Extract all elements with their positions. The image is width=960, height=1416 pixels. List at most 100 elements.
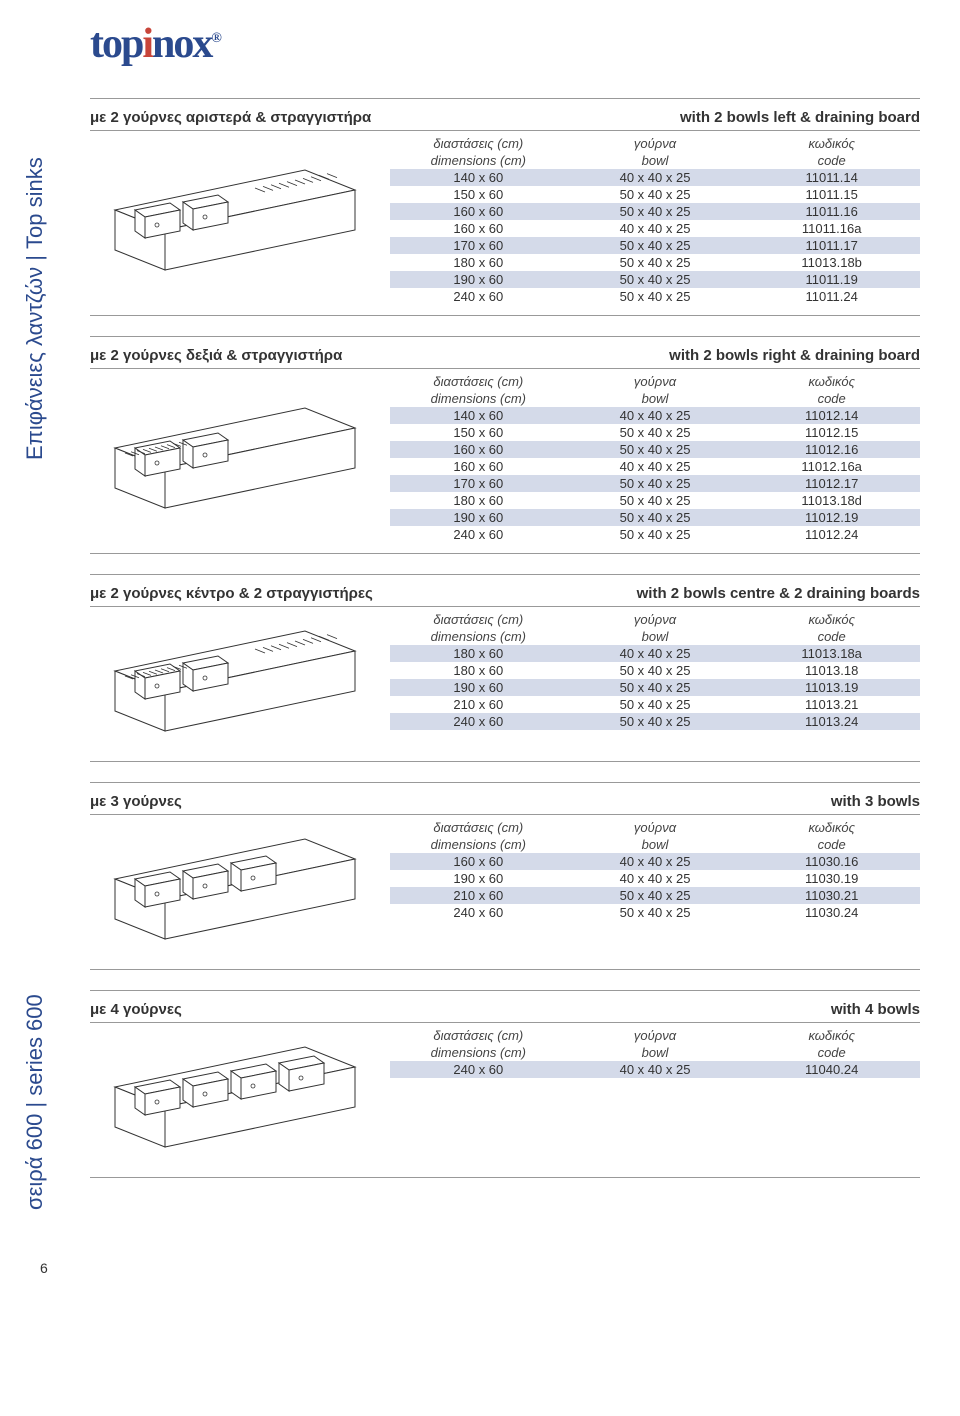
table-header: code xyxy=(743,152,920,169)
table-cell: 170 x 60 xyxy=(390,475,567,492)
table-cell: 50 x 40 x 25 xyxy=(567,475,744,492)
table-header: γούρνα xyxy=(567,1027,744,1044)
table-cell: 11030.24 xyxy=(743,904,920,921)
table-header: code xyxy=(743,1044,920,1061)
table-header: dimensions (cm) xyxy=(390,152,567,169)
table-cell: 190 x 60 xyxy=(390,679,567,696)
table-cell: 190 x 60 xyxy=(390,870,567,887)
table-cell: 50 x 40 x 25 xyxy=(567,526,744,543)
table-row: 240 x 6050 x 40 x 2511030.24 xyxy=(390,904,920,921)
table-cell: 11013.18b xyxy=(743,254,920,271)
logo-pre: top xyxy=(90,21,142,67)
table-cell: 11011.17 xyxy=(743,237,920,254)
logo-red: i xyxy=(142,21,152,67)
table-row: 210 x 6050 x 40 x 2511030.21 xyxy=(390,887,920,904)
table-cell: 11013.18a xyxy=(743,645,920,662)
table-header: bowl xyxy=(567,1044,744,1061)
sink-illustration-2 xyxy=(90,611,380,751)
table-row: 170 x 6050 x 40 x 2511012.17 xyxy=(390,475,920,492)
table-cell: 11012.19 xyxy=(743,509,920,526)
section-title-left: με 2 γούρνες αριστερά & στραγγιστήρα xyxy=(90,109,371,126)
table-header: code xyxy=(743,390,920,407)
table-header: bowl xyxy=(567,152,744,169)
section-title-right: with 3 bowls xyxy=(831,793,920,810)
section-title-left: με 4 γούρνες xyxy=(90,1001,182,1018)
table-cell: 40 x 40 x 25 xyxy=(567,645,744,662)
logo: topinox® xyxy=(90,20,920,68)
table-header: code xyxy=(743,628,920,645)
table-cell: 160 x 60 xyxy=(390,441,567,458)
table-cell: 210 x 60 xyxy=(390,887,567,904)
table-header: dimensions (cm) xyxy=(390,628,567,645)
table-cell: 240 x 60 xyxy=(390,288,567,305)
table-cell: 160 x 60 xyxy=(390,853,567,870)
table-cell: 50 x 40 x 25 xyxy=(567,713,744,730)
table-cell: 11012.16 xyxy=(743,441,920,458)
table-cell: 40 x 40 x 25 xyxy=(567,169,744,186)
table-row: 210 x 6050 x 40 x 2511013.21 xyxy=(390,696,920,713)
table-cell: 50 x 40 x 25 xyxy=(567,254,744,271)
table-row: 180 x 6050 x 40 x 2511013.18d xyxy=(390,492,920,509)
section-title-left: με 2 γούρνες δεξιά & στραγγιστήρα xyxy=(90,347,342,364)
table-header: κωδικός xyxy=(743,611,920,628)
table-cell: 180 x 60 xyxy=(390,492,567,509)
section-title-left: με 2 γούρνες κέντρο & 2 στραγγιστήρες xyxy=(90,585,373,602)
table-cell: 11011.16 xyxy=(743,203,920,220)
spec-table: διαστάσεις (cm)γούρνακωδικόςdimensions (… xyxy=(390,1027,920,1167)
table-header: κωδικός xyxy=(743,373,920,390)
table-cell: 11011.19 xyxy=(743,271,920,288)
table-cell: 11011.24 xyxy=(743,288,920,305)
page-number: 6 xyxy=(0,1240,960,1276)
sink-illustration-0 xyxy=(90,135,380,305)
spec-table: διαστάσεις (cm)γούρνακωδικόςdimensions (… xyxy=(390,819,920,959)
section-title-right: with 2 bowls left & draining board xyxy=(680,109,920,126)
spec-table: διαστάσεις (cm)γούρνακωδικόςdimensions (… xyxy=(390,135,920,305)
table-cell: 40 x 40 x 25 xyxy=(567,407,744,424)
table-row: 190 x 6050 x 40 x 2511013.19 xyxy=(390,679,920,696)
table-row: 160 x 6040 x 40 x 2511030.16 xyxy=(390,853,920,870)
table-cell: 11012.24 xyxy=(743,526,920,543)
section-title-right: with 2 bowls right & draining board xyxy=(669,347,920,364)
sink-illustration-1 xyxy=(90,373,380,543)
table-header: γούρνα xyxy=(567,819,744,836)
table-cell: 50 x 40 x 25 xyxy=(567,441,744,458)
table-cell: 40 x 40 x 25 xyxy=(567,1061,744,1078)
section-title: με 4 γούρνες with 4 bowls xyxy=(90,997,920,1023)
table-header: γούρνα xyxy=(567,135,744,152)
table-cell: 50 x 40 x 25 xyxy=(567,696,744,713)
table-cell: 50 x 40 x 25 xyxy=(567,904,744,921)
table-header: διαστάσεις (cm) xyxy=(390,1027,567,1044)
table-row: 160 x 6050 x 40 x 2511012.16 xyxy=(390,441,920,458)
table-row: 160 x 6050 x 40 x 2511011.16 xyxy=(390,203,920,220)
table-cell: 150 x 60 xyxy=(390,424,567,441)
table-cell: 11012.15 xyxy=(743,424,920,441)
table-cell: 50 x 40 x 25 xyxy=(567,203,744,220)
table-header: διαστάσεις (cm) xyxy=(390,819,567,836)
table-cell: 11040.24 xyxy=(743,1061,920,1078)
table-cell: 50 x 40 x 25 xyxy=(567,271,744,288)
table-header: διαστάσεις (cm) xyxy=(390,373,567,390)
table-cell: 150 x 60 xyxy=(390,186,567,203)
table-cell: 11013.21 xyxy=(743,696,920,713)
table-cell: 160 x 60 xyxy=(390,203,567,220)
table-header: διαστάσεις (cm) xyxy=(390,135,567,152)
table-cell: 11013.18d xyxy=(743,492,920,509)
table-row: 150 x 6050 x 40 x 2511011.15 xyxy=(390,186,920,203)
table-cell: 180 x 60 xyxy=(390,645,567,662)
table-header: bowl xyxy=(567,836,744,853)
section-title-right: with 4 bowls xyxy=(831,1001,920,1018)
table-row: 140 x 6040 x 40 x 2511011.14 xyxy=(390,169,920,186)
table-cell: 40 x 40 x 25 xyxy=(567,853,744,870)
table-row: 240 x 6050 x 40 x 2511012.24 xyxy=(390,526,920,543)
table-row: 190 x 6050 x 40 x 2511011.19 xyxy=(390,271,920,288)
table-row: 160 x 6040 x 40 x 2511012.16a xyxy=(390,458,920,475)
table-cell: 11030.16 xyxy=(743,853,920,870)
table-header: dimensions (cm) xyxy=(390,836,567,853)
table-cell: 50 x 40 x 25 xyxy=(567,679,744,696)
table-cell: 40 x 40 x 25 xyxy=(567,870,744,887)
table-cell: 40 x 40 x 25 xyxy=(567,220,744,237)
table-cell: 50 x 40 x 25 xyxy=(567,288,744,305)
section-4: με 4 γούρνες with 4 bowls διαστάσεις (cm)γ… xyxy=(90,990,920,1178)
table-header: κωδικός xyxy=(743,1027,920,1044)
table-cell: 240 x 60 xyxy=(390,526,567,543)
